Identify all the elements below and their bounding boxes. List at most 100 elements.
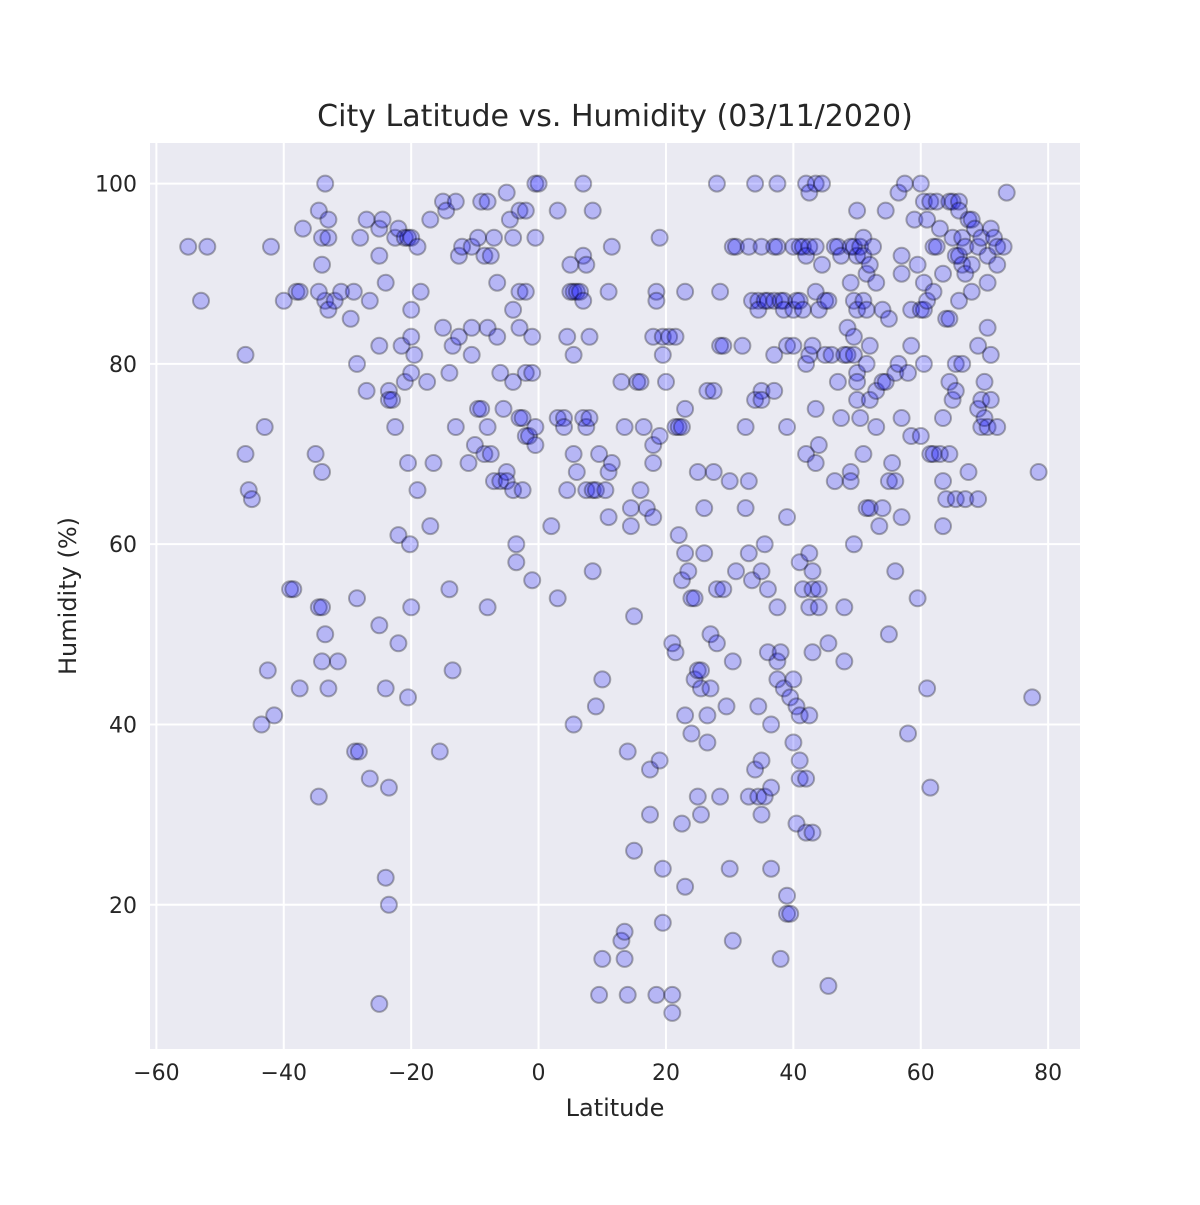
data-point xyxy=(462,345,481,364)
data-point xyxy=(698,381,717,400)
data-point xyxy=(676,544,695,563)
data-point xyxy=(692,679,710,698)
data-point xyxy=(790,553,809,572)
data-point xyxy=(376,273,395,292)
data-point xyxy=(765,381,784,400)
data-point xyxy=(313,598,331,617)
data-point xyxy=(962,282,981,301)
data-point xyxy=(510,318,529,337)
data-point xyxy=(739,544,758,563)
data-point xyxy=(602,237,621,256)
data-point xyxy=(402,598,421,617)
data-point xyxy=(870,517,889,536)
data-point xyxy=(698,733,717,752)
data-point xyxy=(758,580,777,599)
data-point xyxy=(886,562,905,581)
data-point xyxy=(771,643,790,662)
data-point xyxy=(590,445,609,463)
data-point xyxy=(580,409,599,427)
data-point xyxy=(778,336,796,355)
data-point xyxy=(848,300,867,319)
data-point xyxy=(672,418,691,436)
data-point xyxy=(682,589,701,608)
data-point xyxy=(567,282,586,301)
data-point xyxy=(625,607,644,626)
data-point xyxy=(379,390,398,409)
data-point xyxy=(676,877,695,896)
data-point xyxy=(749,697,768,716)
data-point xyxy=(844,535,863,554)
data-point xyxy=(421,517,440,536)
data-point xyxy=(860,390,879,409)
data-point xyxy=(962,210,981,229)
data-point xyxy=(599,508,618,527)
data-point xyxy=(851,409,870,427)
x-tick-label: 0 xyxy=(532,1061,546,1086)
data-point xyxy=(924,237,943,256)
data-point xyxy=(644,436,663,454)
data-point xyxy=(774,291,793,310)
data-point xyxy=(934,517,952,536)
data-point xyxy=(768,652,787,671)
data-point xyxy=(784,336,803,355)
data-point xyxy=(641,760,659,779)
data-point xyxy=(516,363,535,382)
data-point xyxy=(927,192,946,211)
data-point xyxy=(809,598,828,617)
data-point xyxy=(383,390,402,409)
data-point xyxy=(637,499,656,518)
data-point xyxy=(252,715,271,734)
data-point xyxy=(857,300,876,319)
data-point xyxy=(940,372,959,391)
data-point xyxy=(800,706,819,725)
data-point xyxy=(491,363,510,382)
data-point xyxy=(497,463,516,481)
data-point xyxy=(586,481,605,500)
data-point xyxy=(599,463,618,481)
data-point xyxy=(653,327,672,346)
data-point xyxy=(934,472,952,491)
data-point xyxy=(682,724,701,743)
data-point xyxy=(972,390,991,409)
data-point xyxy=(838,318,857,337)
data-point xyxy=(956,264,975,283)
data-point xyxy=(714,580,733,599)
data-point xyxy=(778,418,796,436)
data-point xyxy=(405,345,424,364)
data-point xyxy=(997,183,1016,202)
data-point xyxy=(886,363,905,382)
data-point xyxy=(564,445,583,463)
data-point xyxy=(313,228,331,247)
data-point xyxy=(561,255,580,274)
data-point xyxy=(402,228,421,247)
data-point xyxy=(867,381,886,400)
data-point xyxy=(449,327,468,346)
data-point xyxy=(386,228,405,247)
data-point xyxy=(924,282,943,301)
data-point xyxy=(832,409,851,427)
data-point xyxy=(313,463,331,481)
data-point xyxy=(828,372,847,391)
data-point xyxy=(797,823,816,842)
data-point xyxy=(644,454,663,472)
data-point xyxy=(328,652,347,671)
data-point xyxy=(650,427,669,445)
data-point xyxy=(704,381,723,400)
data-point xyxy=(462,318,481,337)
data-point xyxy=(988,237,1007,256)
data-point xyxy=(889,183,908,202)
data-point xyxy=(857,354,876,373)
data-point xyxy=(485,228,503,247)
data-point xyxy=(577,255,596,274)
data-point xyxy=(491,472,510,491)
x-tick-label: 80 xyxy=(1034,1061,1062,1086)
data-point xyxy=(309,201,328,220)
data-point xyxy=(765,237,784,256)
data-point xyxy=(400,535,419,554)
data-point xyxy=(723,237,742,256)
data-point xyxy=(854,246,873,265)
data-point xyxy=(946,246,965,265)
data-point xyxy=(940,192,959,211)
data-point xyxy=(692,805,710,824)
data-point xyxy=(577,418,596,436)
